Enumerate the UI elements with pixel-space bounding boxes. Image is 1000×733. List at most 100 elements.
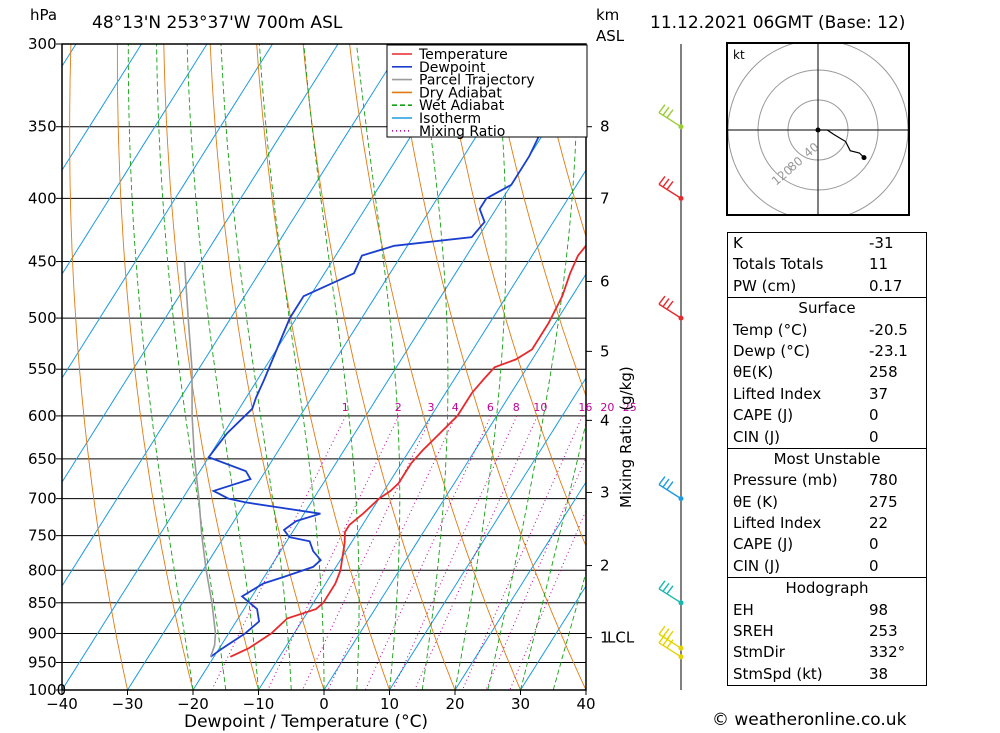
lcl-label: LCL [607,629,635,647]
wind-barb-feather [662,582,670,592]
wind-barb-feather [658,104,666,114]
hodograph-end-dot [861,155,867,161]
index-row: K -31 [728,233,926,254]
hodograph-trace [818,129,865,159]
index-value: 37 [869,384,889,403]
index-row: Temp (°C) -20.5 [728,320,926,341]
temperature-tick-label: 30 [511,695,530,713]
plot-frame [61,43,587,691]
hodograph-section: Hodograph EH 98 SREH 253 StmDir 332° StmSpd (k… [727,577,927,687]
isotherm-line [62,44,339,484]
index-label: CAPE (J) [733,406,794,425]
pressure-tick-label: 700 [28,490,57,508]
legend-entry: Wet Adiabat [419,98,505,114]
index-row: Dewp (°C) -23.1 [728,341,926,362]
km-tick-label: 6 [600,272,610,290]
km-tick-label: 7 [600,189,610,207]
km-label: km [596,6,619,24]
mixing-ratio-line [267,415,400,690]
dry-adiabat-line [302,44,456,690]
dry-adiabat-line [69,44,128,690]
wind-barb-feather [666,109,674,119]
kt-label: kt [733,48,745,62]
wet-adiabat-line [454,44,507,690]
wind-barb-staff [658,183,682,199]
index-label: θE (K) [733,492,778,511]
wind-barb-feather [666,180,674,190]
pressure-tick-label: 600 [28,407,57,425]
wind-barb-feather [658,580,666,590]
wind-barb [658,634,682,658]
index-label: Pressure (mb) [733,471,838,490]
mixing-ratio-label: 20 [600,401,614,414]
wind-barb [658,175,682,199]
index-value: 22 [869,514,889,533]
pressure-tick-label: 400 [28,189,57,207]
wind-barb-feather [658,625,666,635]
temperature-tick-label: −40 [46,695,78,713]
mixing-ratio-label: 2 [395,401,402,414]
temperature-tick-label: 40 [576,695,595,713]
index-value: 780 [869,471,898,490]
dry-adiabat-line [163,44,259,690]
mixing-ratio-line [211,415,347,690]
most-unstable-title: Most Unstable [773,449,881,468]
pressure-tick-label: 550 [28,360,57,378]
basic-indices: K -31 Totals Totals 11 PW (cm) 0.17 [727,232,927,299]
wind-barb-staff [658,588,682,604]
pressure-unit-label: hPa [30,6,57,24]
legend-box [386,44,588,138]
mixing-ratio-label: 8 [513,401,520,414]
index-label: SREH [733,622,774,641]
isotherm-line [520,585,586,690]
pressure-tick-label: 650 [28,450,57,468]
index-row: θE (K) 275 [728,492,926,513]
wind-barb-feather [658,476,666,486]
index-value: -31 [869,234,894,252]
location-title: 48°13'N 253°37'W 700m ASL [92,13,343,33]
mixing-ratio-label: 10 [533,401,547,414]
parcel-trajectory-profile [183,261,217,658]
mixing-ratio-label: 6 [487,401,494,414]
isotherm-line [62,44,404,587]
dry-adiabat-line [256,44,390,690]
index-row: SREH 253 [728,621,926,642]
index-row: CIN (J) 0 [728,427,926,448]
temperature-tick-label: 0 [319,695,329,713]
km-tick-label: 4 [600,411,610,429]
wind-barb-staff [658,633,682,649]
mixing-ratio-line [364,415,492,690]
pressure-tick-label: 1000 [28,681,66,699]
index-value: 0 [869,535,879,554]
isotherm-line [62,44,470,690]
pressure-tick-label: 450 [28,253,57,271]
temperature-profile [229,244,586,658]
index-value: 98 [869,600,889,619]
mixing-ratio-line [302,415,432,690]
legend-entry: Temperature [418,47,508,63]
dry-adiabat-line [349,44,521,690]
wet-adiabat-line [220,44,292,690]
wind-barb-feather [658,295,666,305]
index-value: 332° [869,643,906,662]
pressure-tick-label: 500 [28,309,57,327]
wet-adiabat-line [127,44,194,690]
index-row: Lifted Index 22 [728,513,926,534]
legend-entry: Dewpoint [419,60,486,76]
copyright-footer[interactable]: © weatheronline.co.uk [712,710,907,730]
index-row: PW (cm) 0.17 [728,276,926,297]
index-row: CAPE (J) 0 [728,405,926,426]
index-row: Totals Totals 11 [728,254,926,275]
pressure-tick-label: 950 [28,653,57,671]
dry-adiabat-line [488,44,586,398]
index-value: -20.5 [869,320,908,339]
wind-barb-feather [662,478,670,488]
dry-adiabat-line [953,44,1000,690]
mixing-ratio-label: 16 [578,401,592,414]
index-label: Totals Totals [733,255,824,274]
dry-adiabat-line [116,44,194,690]
pressure-tick-label: 900 [28,624,57,642]
index-value: 0 [869,427,879,446]
wind-barb-staff [658,303,682,319]
